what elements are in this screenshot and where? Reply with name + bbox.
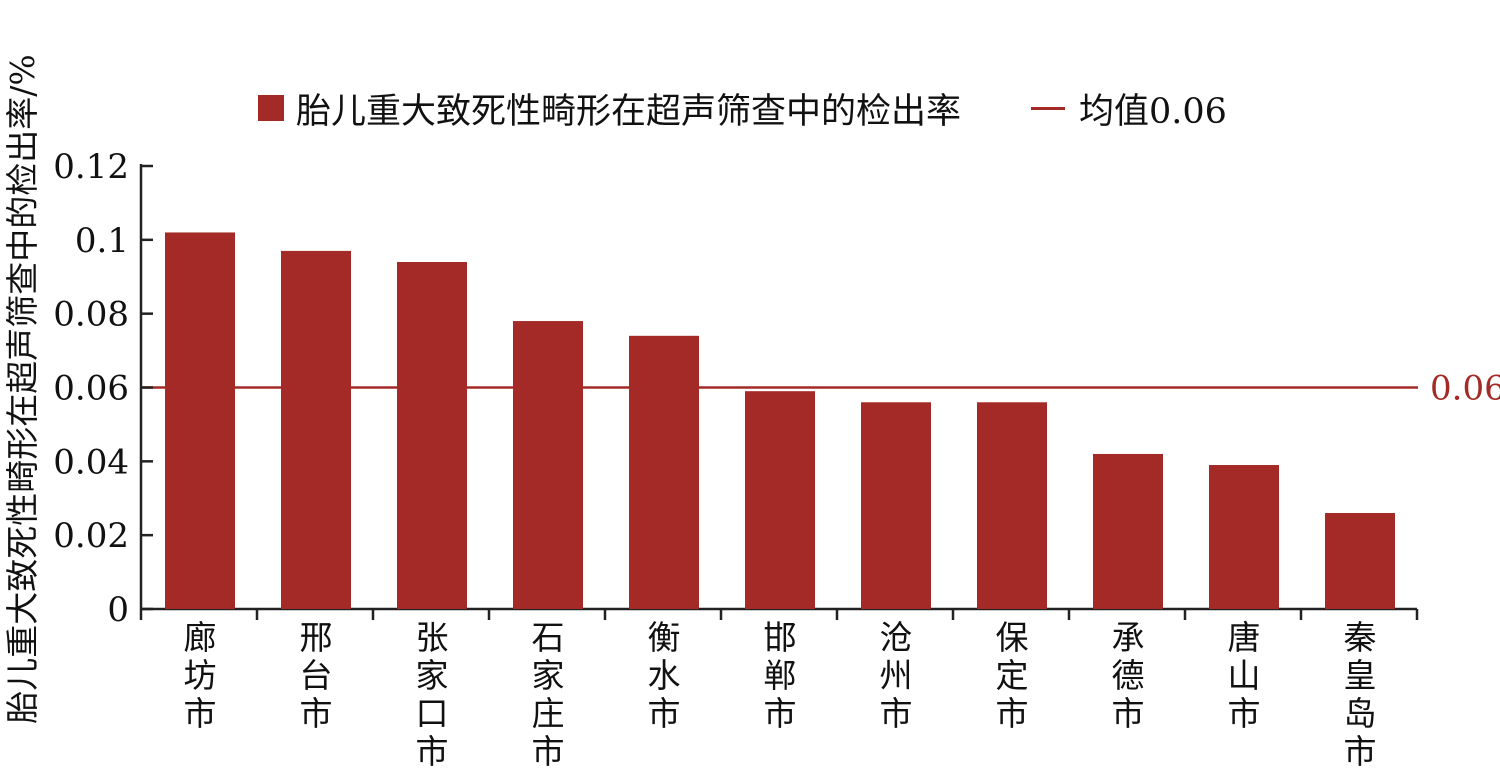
bar-秦皇岛市 (1325, 513, 1395, 609)
ticks: 0 0.02 0.04 0.06 0.08 0.1 0.12 廊坊市 邢台市 张家口市 石家庄市 衡水… (53, 147, 1419, 771)
bars (165, 232, 1395, 610)
legend-line-label: 均值0.06 (1079, 91, 1227, 132)
x-tick-label: 廊坊市 (184, 618, 217, 733)
x-tick-label: 张家口市 (416, 618, 449, 771)
bar-邯郸市 (745, 391, 815, 609)
x-tick-label: 石家庄市 (532, 618, 565, 771)
x-tick-label: 沧州市 (880, 618, 913, 733)
y-tick-label: 0.06 (53, 369, 129, 409)
bar-邢台市 (281, 250, 351, 610)
legend: 胎儿重大致死性畸形在超声筛查中的检出率 均值0.06 (258, 86, 1227, 132)
y-tick-label: 0.08 (53, 295, 129, 335)
y-tick-label: 0.04 (53, 442, 129, 482)
x-tick-label: 唐山市 (1228, 618, 1261, 733)
y-tick-label: 0.02 (53, 516, 129, 556)
bar-唐山市 (1209, 465, 1279, 609)
x-tick-label: 衡水市 (648, 618, 681, 733)
reference-line-group: 0.06 (141, 369, 1500, 409)
bar-保定市 (977, 402, 1047, 609)
y-tick-label: 0.1 (75, 221, 129, 261)
bar-承德市 (1093, 453, 1163, 609)
bar-衡水市 (629, 335, 699, 609)
bar-廊坊市 (165, 232, 235, 609)
bar-石家庄市 (513, 321, 583, 609)
legend-bar-swatch (258, 95, 284, 121)
bar-沧州市 (861, 402, 931, 609)
legend-bar-label: 胎儿重大致死性畸形在超声筛查中的检出率 (296, 91, 962, 132)
x-tick-label: 邢台市 (300, 618, 333, 733)
y-tick-label: 0.12 (53, 147, 129, 187)
x-tick-label: 秦皇岛市 (1344, 618, 1377, 771)
legend-line-swatch (1031, 106, 1066, 110)
bar-张家口市 (397, 261, 467, 609)
y-tick-label: 0 (107, 590, 129, 630)
x-tick-label: 邯郸市 (764, 618, 797, 733)
x-tick-label: 承德市 (1112, 618, 1145, 733)
mean-reference-label: 0.06 (1430, 369, 1500, 409)
x-tick-label: 保定市 (996, 618, 1029, 733)
